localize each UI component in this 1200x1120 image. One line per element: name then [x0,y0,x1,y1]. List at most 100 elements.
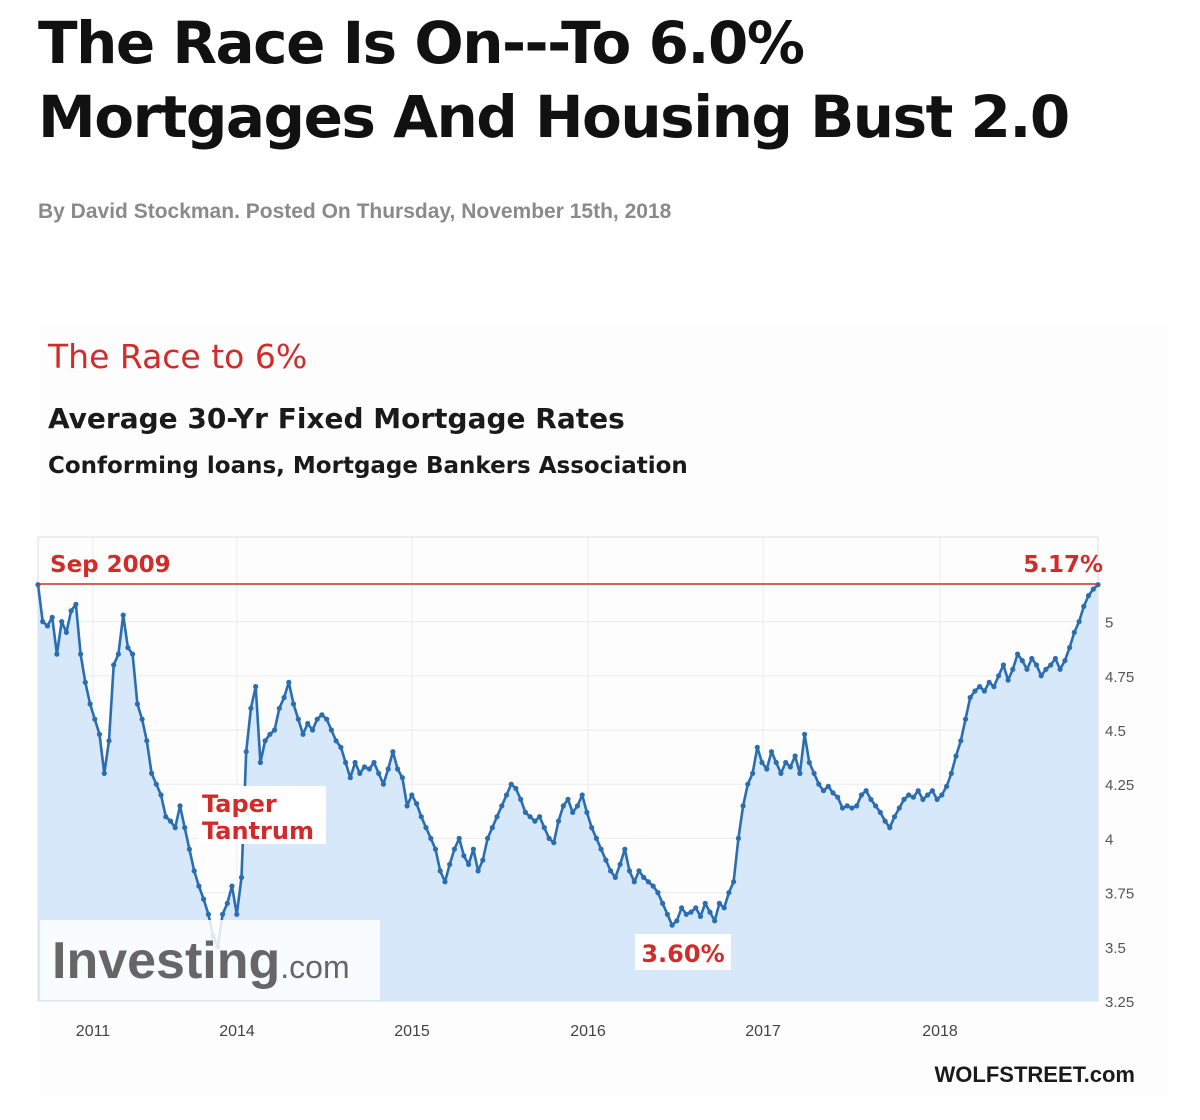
rate-point [82,679,88,685]
rate-point [688,909,694,915]
rate-point [849,805,855,811]
rate-point [574,803,581,809]
rate-point [475,868,481,874]
rate-point [693,905,699,911]
rate-point [466,861,472,868]
rate-point [253,684,259,690]
rate-point [191,868,197,874]
rate-point [589,825,595,831]
rate-point [948,770,954,776]
rate-point [868,796,874,802]
rate-point [707,909,713,915]
y-tick-label: 5 [1105,615,1113,632]
rate-point [489,825,495,831]
rate-point [598,846,604,852]
rate-point [636,868,642,874]
rate-point [49,614,55,620]
rate-point [1038,673,1044,679]
rate-point [944,783,950,789]
rate-point [1019,658,1025,664]
rate-point [981,688,988,694]
rate-point [267,731,273,737]
rate-point [153,781,159,787]
rate-point [106,738,112,744]
rate-point [158,792,164,798]
rate-point [347,775,353,781]
y-tick-label: 3.5 [1105,940,1126,957]
rate-point [593,835,600,842]
rate-point [96,731,103,737]
rate-point [243,749,249,755]
rate-point [101,770,107,776]
x-tick-label: 2017 [745,1023,781,1040]
rate-point [641,874,647,881]
rate-point [906,792,912,798]
taper-tantrum-label-box [198,786,326,844]
rate-point [660,900,666,907]
rate-point [366,766,372,772]
rate-point [281,694,287,701]
rate-point [286,679,292,685]
rate-point [603,857,609,863]
rate-point [305,720,311,727]
rate-point [759,759,765,766]
rate-point [735,835,742,842]
rate-point [645,879,652,885]
y-tick-label: 4.75 [1105,669,1134,686]
investing-logo-box [40,920,380,1000]
rate-point [830,790,836,796]
x-tick-label: 2011 [76,1023,111,1040]
rate-point [257,759,263,766]
rate-point [513,785,519,792]
rate-point [115,651,121,657]
rate-point [333,738,339,744]
rate-point [40,619,46,625]
wolfstreet-credit: WOLFSTREET.com [935,1062,1135,1087]
rate-point [873,803,879,809]
rate-point [929,788,936,794]
rate-point [139,716,145,722]
rate-point [977,684,983,690]
rate-point [418,814,424,820]
rate-point [811,770,817,776]
rate-point [962,716,969,722]
rate-point [451,846,457,852]
rate-point [915,788,921,794]
rate-point [1071,629,1077,635]
rate-point [1033,662,1040,668]
rate-point [328,727,334,733]
headline-line-2: Mortgages And Housing Bust 2.0 [38,83,1070,151]
rate-point [967,694,973,701]
rate-point [854,803,860,809]
rate-point [149,770,155,776]
rate-point [409,792,415,798]
rate-point [59,619,65,625]
rate-point [1090,586,1096,592]
rate-point [395,766,401,772]
rate-point [290,701,297,707]
rate-point [802,731,808,737]
rate-area-fill [38,584,1098,1001]
rate-point [920,796,926,802]
x-tick-label: 2018 [922,1023,958,1040]
reference-end-label: 5.17% [1023,552,1103,578]
rate-point [163,814,169,820]
rate-point [1043,666,1049,672]
rate-point [144,738,150,744]
rate-point [1005,677,1011,683]
rate-point [910,794,917,800]
rate-point [1010,666,1016,672]
rate-point [309,727,316,733]
rate-point [721,905,727,911]
y-tick-label: 4.5 [1105,723,1126,740]
rate-point [1052,655,1058,662]
rate-point [925,792,931,798]
rate-point [887,825,893,831]
rate-point [891,814,898,820]
rate-point [584,809,590,815]
rate-point [745,781,751,787]
rate-point [764,766,770,772]
rate-point [324,716,330,722]
rate-point [896,805,902,811]
rate-point [361,764,368,770]
